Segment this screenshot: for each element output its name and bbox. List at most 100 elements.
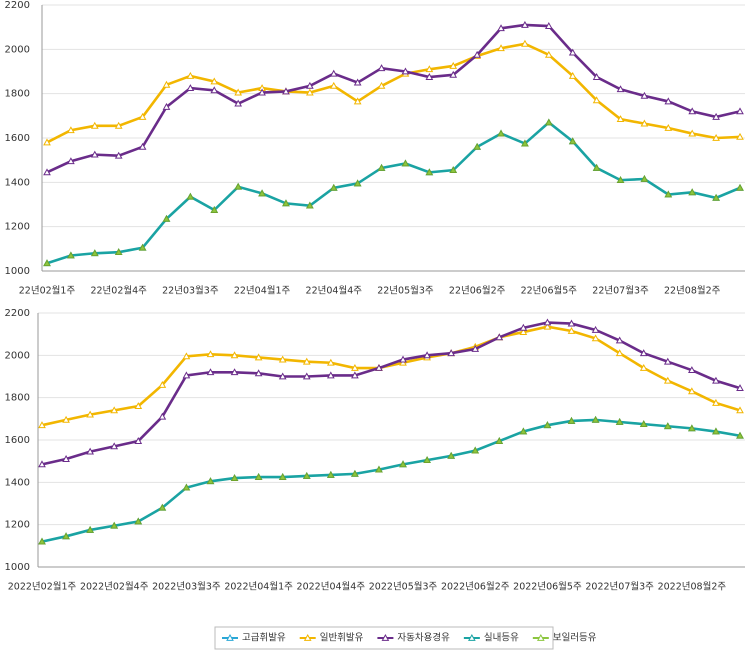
point-marker [519, 323, 528, 331]
point-marker [447, 349, 456, 357]
y-tick-label: 1200 [5, 222, 30, 233]
point-marker [497, 129, 505, 137]
point-marker [182, 352, 191, 360]
point-marker [425, 73, 434, 80]
point-marker [736, 183, 744, 191]
point-marker [62, 455, 70, 462]
point-marker [353, 179, 362, 187]
point-marker [495, 333, 504, 341]
point-marker [210, 77, 219, 85]
point-marker [62, 415, 70, 423]
point-marker [278, 473, 287, 480]
point-marker [495, 437, 504, 444]
point-marker [278, 372, 287, 380]
x-tick-label: 2022년03월3주 [152, 581, 221, 593]
point-marker [282, 199, 290, 207]
x-tick-label: 22년05월3주 [377, 285, 434, 297]
point-marker [568, 48, 577, 56]
legend-label: 실내등유 [484, 633, 519, 644]
point-marker [86, 447, 94, 455]
x-tick-label: 22년02월4주 [90, 285, 147, 297]
x-tick-label: 2022년06월2주 [441, 581, 510, 593]
point-marker [138, 142, 147, 150]
point-marker [592, 163, 601, 171]
point-marker [306, 88, 314, 96]
legend-marker [226, 633, 234, 641]
point-marker [615, 349, 624, 357]
y-tick-label: 1400 [5, 177, 30, 188]
point-marker [351, 469, 359, 477]
point-marker [353, 97, 362, 105]
point-marker [329, 81, 338, 89]
point-marker [568, 71, 577, 79]
series-line [46, 42, 741, 144]
y-tick-label: 1600 [5, 133, 30, 144]
point-marker [473, 142, 481, 150]
point-marker [736, 431, 744, 439]
point-marker [62, 532, 70, 540]
point-marker [688, 129, 697, 137]
point-marker [447, 451, 456, 459]
point-marker [234, 99, 243, 107]
legend-label: 고급휘발유 [242, 633, 286, 644]
point-marker [519, 328, 528, 335]
point-marker [497, 24, 505, 32]
point-marker [712, 112, 720, 120]
point-marker [326, 470, 335, 478]
x-tick-label: 2022년04월4주 [297, 581, 366, 593]
point-marker [110, 521, 119, 529]
point-marker [67, 157, 75, 165]
point-marker [616, 176, 625, 184]
point-marker [210, 206, 219, 213]
point-marker [67, 126, 75, 134]
point-marker [377, 163, 386, 171]
point-marker [688, 188, 697, 196]
point-marker [712, 427, 720, 435]
point-marker [230, 351, 239, 359]
point-marker [616, 85, 625, 93]
point-marker [640, 119, 649, 127]
legend-label: 자동차용경유 [397, 632, 450, 644]
x-tick-label: 22년07월3주 [592, 285, 649, 297]
point-marker [664, 97, 673, 105]
point-marker [186, 192, 195, 200]
point-marker [663, 422, 672, 430]
point-marker [278, 355, 287, 363]
point-marker [401, 67, 410, 75]
point-marker [521, 39, 529, 47]
point-marker [234, 88, 243, 96]
point-marker [206, 477, 215, 485]
point-marker [90, 150, 99, 158]
point-marker [591, 325, 600, 333]
point-marker [497, 44, 505, 52]
y-tick-label: 1000 [5, 266, 30, 277]
point-marker [423, 351, 431, 359]
point-marker [640, 91, 649, 99]
point-marker [473, 50, 481, 58]
y-tick-label: 1000 [5, 562, 30, 573]
series-line [41, 321, 741, 466]
point-marker [688, 366, 696, 374]
point-marker [86, 525, 94, 533]
point-marker [186, 71, 195, 79]
point-marker [351, 371, 359, 379]
point-marker [712, 193, 720, 201]
point-marker [377, 81, 386, 89]
point-marker [399, 355, 407, 363]
y-tick-label: 1600 [5, 435, 30, 446]
point-marker [138, 243, 147, 251]
point-marker [736, 384, 744, 392]
point-marker [375, 465, 383, 473]
point-marker [425, 168, 434, 176]
point-marker [640, 174, 649, 182]
point-marker [43, 168, 51, 176]
point-marker [399, 460, 407, 468]
point-marker [43, 138, 51, 146]
x-tick-label: 2022년02월4주 [80, 581, 149, 593]
point-marker [254, 353, 263, 361]
point-marker [90, 249, 99, 257]
y-tick-label: 1400 [5, 477, 30, 488]
point-marker [544, 50, 553, 58]
point-marker [471, 446, 480, 454]
point-marker [38, 460, 46, 468]
